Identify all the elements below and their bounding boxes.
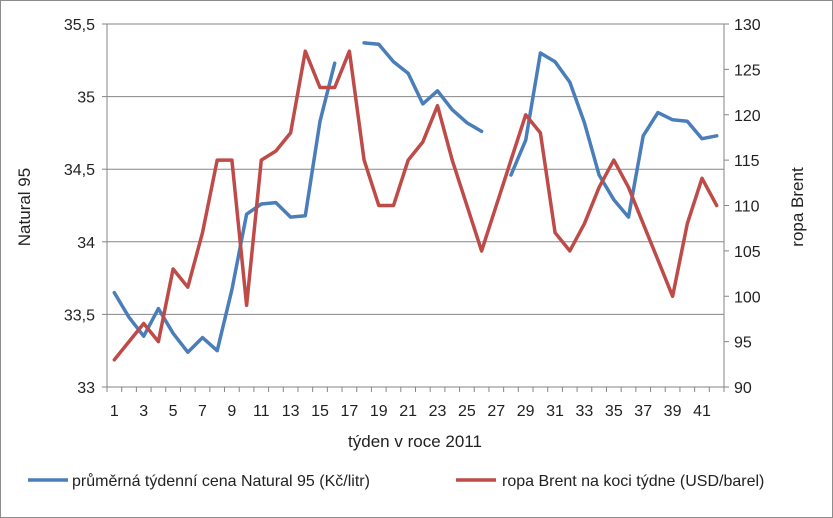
x-tick-label: 9 <box>227 403 236 420</box>
series-line-natural95 <box>112 61 337 354</box>
x-tick-label: 37 <box>634 403 652 420</box>
y-right-tick-label: 130 <box>734 17 761 34</box>
y-right-tick-label: 100 <box>734 289 761 306</box>
y-left-tick-label: 33 <box>77 380 95 397</box>
legend-label-natural95: průměrná týdenní cena Natural 95 (Kč/lit… <box>72 472 370 490</box>
x-tick-label: 3 <box>139 403 148 420</box>
gridlines <box>107 23 724 315</box>
x-tick-label: 21 <box>399 403 417 420</box>
x-tick-label: 17 <box>340 403 358 420</box>
x-tick-label: 33 <box>576 403 594 420</box>
series-lines <box>112 41 719 362</box>
x-tick-label: 1 <box>110 403 119 420</box>
x-tick-label: 5 <box>169 403 178 420</box>
y-right-tick-label: 120 <box>734 108 761 125</box>
x-tick-label: 19 <box>370 403 388 420</box>
series-line-brent <box>112 49 719 362</box>
legend-label-brent: ropa Brent na koci týdne (USD/barel) <box>502 473 764 490</box>
x-tick-label: 39 <box>664 403 682 420</box>
series-line-natural95 <box>362 41 484 134</box>
y-left-tick-label: 34 <box>77 235 95 252</box>
x-tick-label: 41 <box>693 403 711 420</box>
axes <box>102 23 729 392</box>
x-tick-label: 31 <box>546 403 564 420</box>
x-tick-label: 13 <box>282 403 300 420</box>
y-right-tick-label: 95 <box>734 335 752 352</box>
x-tick-label: 29 <box>517 403 535 420</box>
y-axis-left-title: Natural 95 <box>15 168 34 246</box>
y-right-tick-label: 125 <box>734 62 761 79</box>
x-tick-label: 35 <box>605 403 623 420</box>
series-line-natural95 <box>509 51 719 219</box>
y-right-tick-label: 90 <box>734 380 752 397</box>
y-axis-right-title: ropa Brent <box>788 167 807 247</box>
x-tick-label: 11 <box>253 403 270 420</box>
y-left-tick-label: 34,5 <box>64 162 95 179</box>
y-left-tick-label: 33,5 <box>64 307 95 324</box>
y-right-tick-label: 110 <box>734 199 760 216</box>
x-tick-label: 27 <box>487 403 505 420</box>
tick-labels: 3333,53434,53535,59095100105110115120125… <box>64 17 761 420</box>
y-left-tick-label: 35,5 <box>64 17 95 34</box>
y-right-tick-label: 105 <box>734 244 761 261</box>
x-tick-label: 15 <box>311 403 329 420</box>
y-right-tick-label: 115 <box>734 153 760 170</box>
x-tick-label: 23 <box>429 403 447 420</box>
x-tick-label: 25 <box>458 403 476 420</box>
legend: průměrná týdenní cena Natural 95 (Kč/lit… <box>28 472 764 490</box>
x-tick-label: 7 <box>198 403 207 420</box>
y-left-tick-label: 35 <box>77 90 95 107</box>
x-axis-title: týden v roce 2011 <box>348 432 482 451</box>
